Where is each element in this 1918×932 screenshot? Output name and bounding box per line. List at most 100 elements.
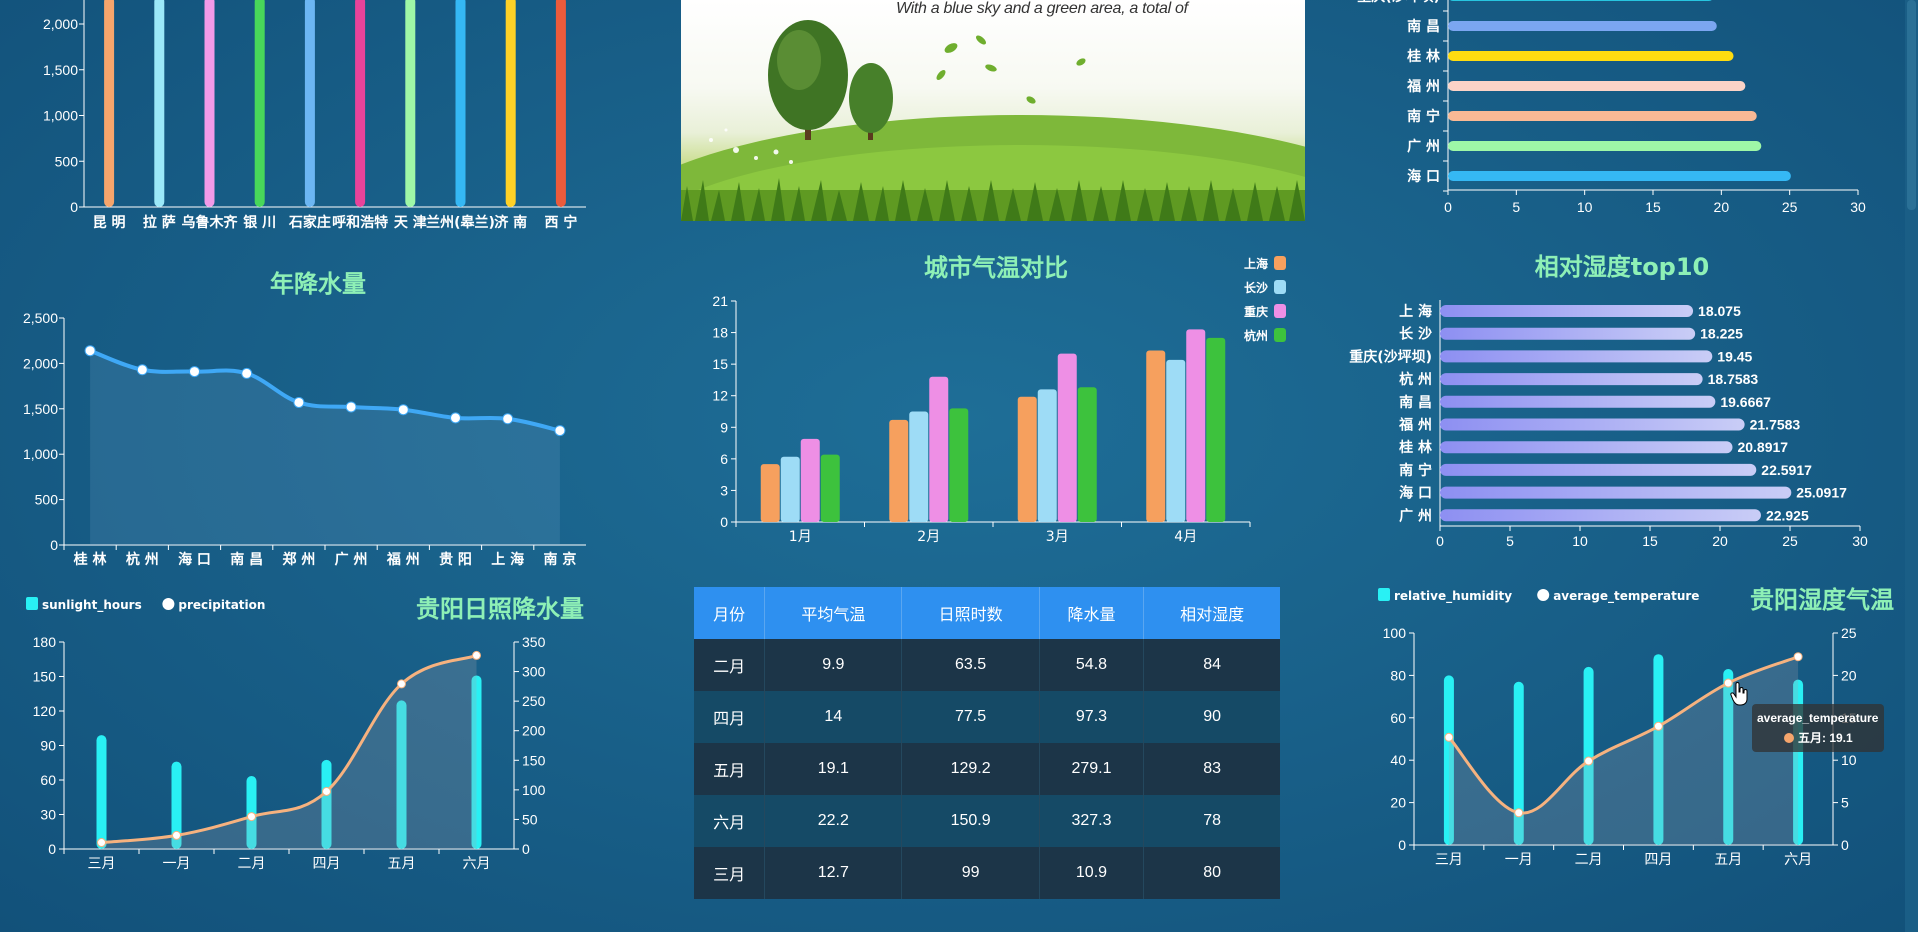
table-header-cell[interactable]: 日照时数 [901,587,1040,639]
bar-value-label: 20.8917 [1737,439,1788,455]
table-header-cell[interactable]: 月份 [694,587,766,639]
y-category-label: 南 宁 [1407,108,1440,125]
bar [1440,463,1757,476]
x-category-label: 上 海 [491,551,524,568]
y-left-tick-label: 20 [1390,795,1406,811]
table-cell: 19.1 [764,743,903,795]
y-left-tick-label: 90 [40,738,56,754]
bar [1057,353,1077,522]
x-tick-label: 0 [1436,533,1444,549]
y-right-tick-label: 0 [1841,837,1849,853]
y-tick-label: 1,500 [43,62,78,78]
x-tick-label: 20 [1712,533,1728,549]
bar [1440,305,1694,317]
city-hbar-chart-svg: 0 5 10 15 20 25 30 海 口 广 州 南 宁 福 州 桂 林 南 昌 重庆(沙坪坝) [1357,0,1866,215]
y-category-label: 南 昌 [1407,18,1440,35]
bar [1448,111,1757,121]
bar [1440,441,1733,454]
bar [1448,171,1791,181]
y-left-tick-label: 60 [40,772,56,788]
y-right-tick-label: 350 [522,634,546,650]
vertical-scrollbar[interactable] [1905,0,1918,932]
data-point [450,412,461,424]
legend-swatch [1378,588,1390,601]
precipitation-line [89,348,561,433]
bar [204,0,215,207]
x-category-label: 3月 [1046,529,1069,545]
bar [1186,329,1206,522]
guiyang-sun-rain-svg: 贵阳日照降水量 sunlight_hours precipitation 0 30 60 9… [26,595,584,872]
bar [1450,0,1712,1]
table-cell: 二月 [694,639,766,691]
bar-value-label: 19.6667 [1720,394,1771,410]
bar [154,0,165,207]
bar [1166,359,1186,522]
x-category-label: 1月 [789,529,812,545]
x-tick-label: 30 [1852,533,1868,549]
x-tick-label: 5 [1506,533,1514,549]
bar [1440,418,1745,431]
x-tick-label: 20 [1714,199,1730,215]
y-right-tick-label: 150 [522,752,546,768]
x-category-label: 六月 [1784,852,1812,868]
x-tick-label: 5 [1512,199,1520,215]
table-header-row: 月份 平均气温 日照时数 降水量 相对湿度 [694,587,1280,639]
legend-label: 长沙 [1244,280,1268,295]
x-category-label: 海 口 [178,551,211,568]
data-point [97,838,106,848]
table-row[interactable]: 四月 14 77.5 97.3 90 [694,691,1280,743]
y-category-label: 桂 林 [1398,439,1432,456]
y-tick-label: 2,500 [23,310,58,326]
legend-swatch [162,598,175,610]
y-left-tick-label: 40 [1390,752,1406,768]
table-row[interactable]: 六月 22.2 150.9 327.3 78 [694,795,1280,847]
legend-swatch [26,597,38,610]
y-tick-label: 0 [70,199,78,215]
bar [254,0,265,207]
y-category-label: 广 州 [1399,507,1432,524]
y-right-tick-label: 25 [1841,625,1857,641]
table-cell: 99 [901,847,1040,899]
bar [1513,681,1524,845]
bar [96,735,107,849]
x-category-label: 二月 [1575,852,1603,868]
x-category-label: 五月 [388,856,416,872]
bar [171,761,182,849]
bar [1723,669,1734,845]
bar [1206,337,1226,522]
tooltip-value: 五月: 19.1 [1798,731,1853,745]
x-category-label: 六月 [463,856,491,872]
bar [1077,387,1097,522]
y-left-tick-label: 180 [33,634,57,650]
table-header-cell[interactable]: 平均气温 [764,587,903,639]
table-row[interactable]: 五月 19.1 129.2 279.1 83 [694,743,1280,795]
bar-value-label: 18.075 [1698,303,1741,319]
bar [800,438,820,522]
bar [1440,486,1792,499]
table-row[interactable]: 三月 12.7 99 10.9 80 [694,847,1280,899]
table-row[interactable]: 二月 9.9 63.5 54.8 84 [694,639,1280,691]
data-point [1514,808,1524,818]
table-header-cell[interactable]: 相对湿度 [1143,587,1280,639]
x-category-label: 二月 [238,856,266,872]
y-tick-label: 1,500 [23,401,58,417]
legend-swatch [1274,280,1286,294]
y-category-label: 长 沙 [1399,326,1432,343]
y-right-tick-label: 0 [522,841,530,857]
x-category-label: 广 州 [335,551,368,568]
x-category-label: 三月 [1435,852,1463,868]
table-header-cell[interactable]: 降水量 [1039,587,1145,639]
y-category-label: 广 州 [1407,138,1440,155]
x-category-label: 桂 林 [73,551,107,568]
x-tick-label: 25 [1782,199,1798,215]
x-category-label: 四月 [313,856,341,872]
y-right-tick-label: 5 [1841,795,1849,811]
x-category-label: 五月 [1714,852,1742,868]
x-category-label: 南 昌 [230,551,263,568]
y-tick-label: 1,000 [23,446,58,462]
table-cell: 22.2 [764,795,903,847]
y-right-tick-label: 100 [522,782,546,798]
scrollbar-thumb[interactable] [1907,0,1916,210]
bar [1440,395,1716,408]
data-point [345,401,357,413]
